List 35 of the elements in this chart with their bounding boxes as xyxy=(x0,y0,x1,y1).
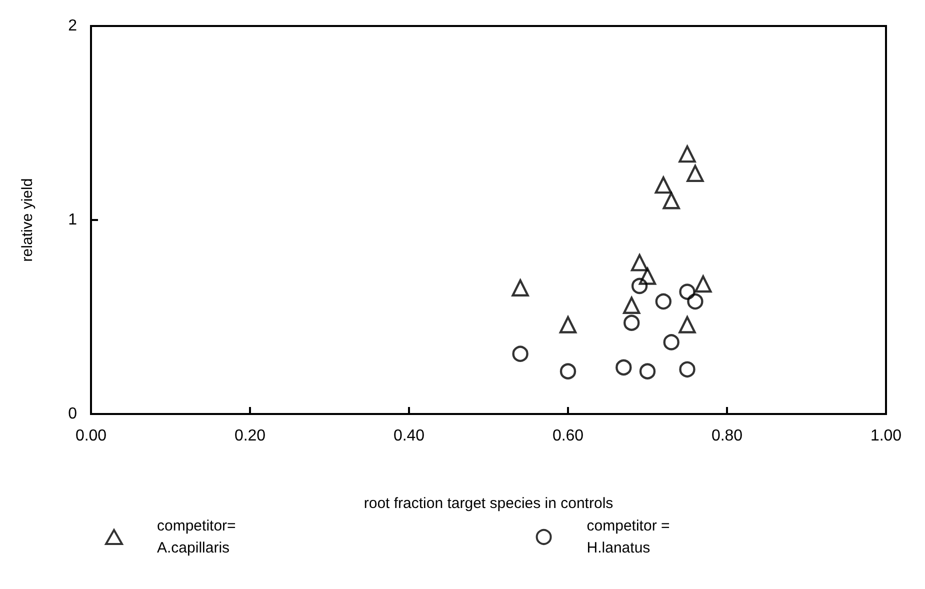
point xyxy=(624,314,640,331)
x-tick-label: 1.00 xyxy=(870,428,902,444)
point xyxy=(655,293,672,310)
point xyxy=(560,363,576,380)
point xyxy=(686,164,704,182)
point xyxy=(662,192,680,210)
x-tick-label: 0.40 xyxy=(393,428,425,444)
point xyxy=(679,361,696,378)
point xyxy=(559,316,577,334)
point xyxy=(638,268,656,285)
legend-label: competitor= A.capillaris xyxy=(157,518,236,556)
point xyxy=(630,254,648,272)
point xyxy=(512,346,528,362)
y-tick-label: 2 xyxy=(68,18,78,34)
y-tick-label: 1 xyxy=(68,212,78,228)
x-tick-label: 0.60 xyxy=(552,428,584,444)
x-axis-title: root fraction target species in controls xyxy=(364,495,614,512)
point xyxy=(678,145,696,163)
point xyxy=(663,334,680,350)
point xyxy=(623,296,640,314)
point xyxy=(679,284,696,300)
point xyxy=(687,293,704,310)
y-axis-title: relative yield xyxy=(19,178,36,262)
point xyxy=(616,359,632,376)
point xyxy=(512,279,529,296)
point xyxy=(678,316,696,334)
x-tick-label: 0.20 xyxy=(234,428,266,444)
point xyxy=(694,275,712,293)
point xyxy=(654,176,672,194)
x-tick-label: 0.00 xyxy=(75,428,107,444)
y-tick-label: 0 xyxy=(68,406,78,422)
x-tick-label: 0.80 xyxy=(711,428,743,444)
legend-label: competitor = H.lanatus xyxy=(586,518,670,556)
point xyxy=(631,278,648,294)
point xyxy=(639,363,656,380)
